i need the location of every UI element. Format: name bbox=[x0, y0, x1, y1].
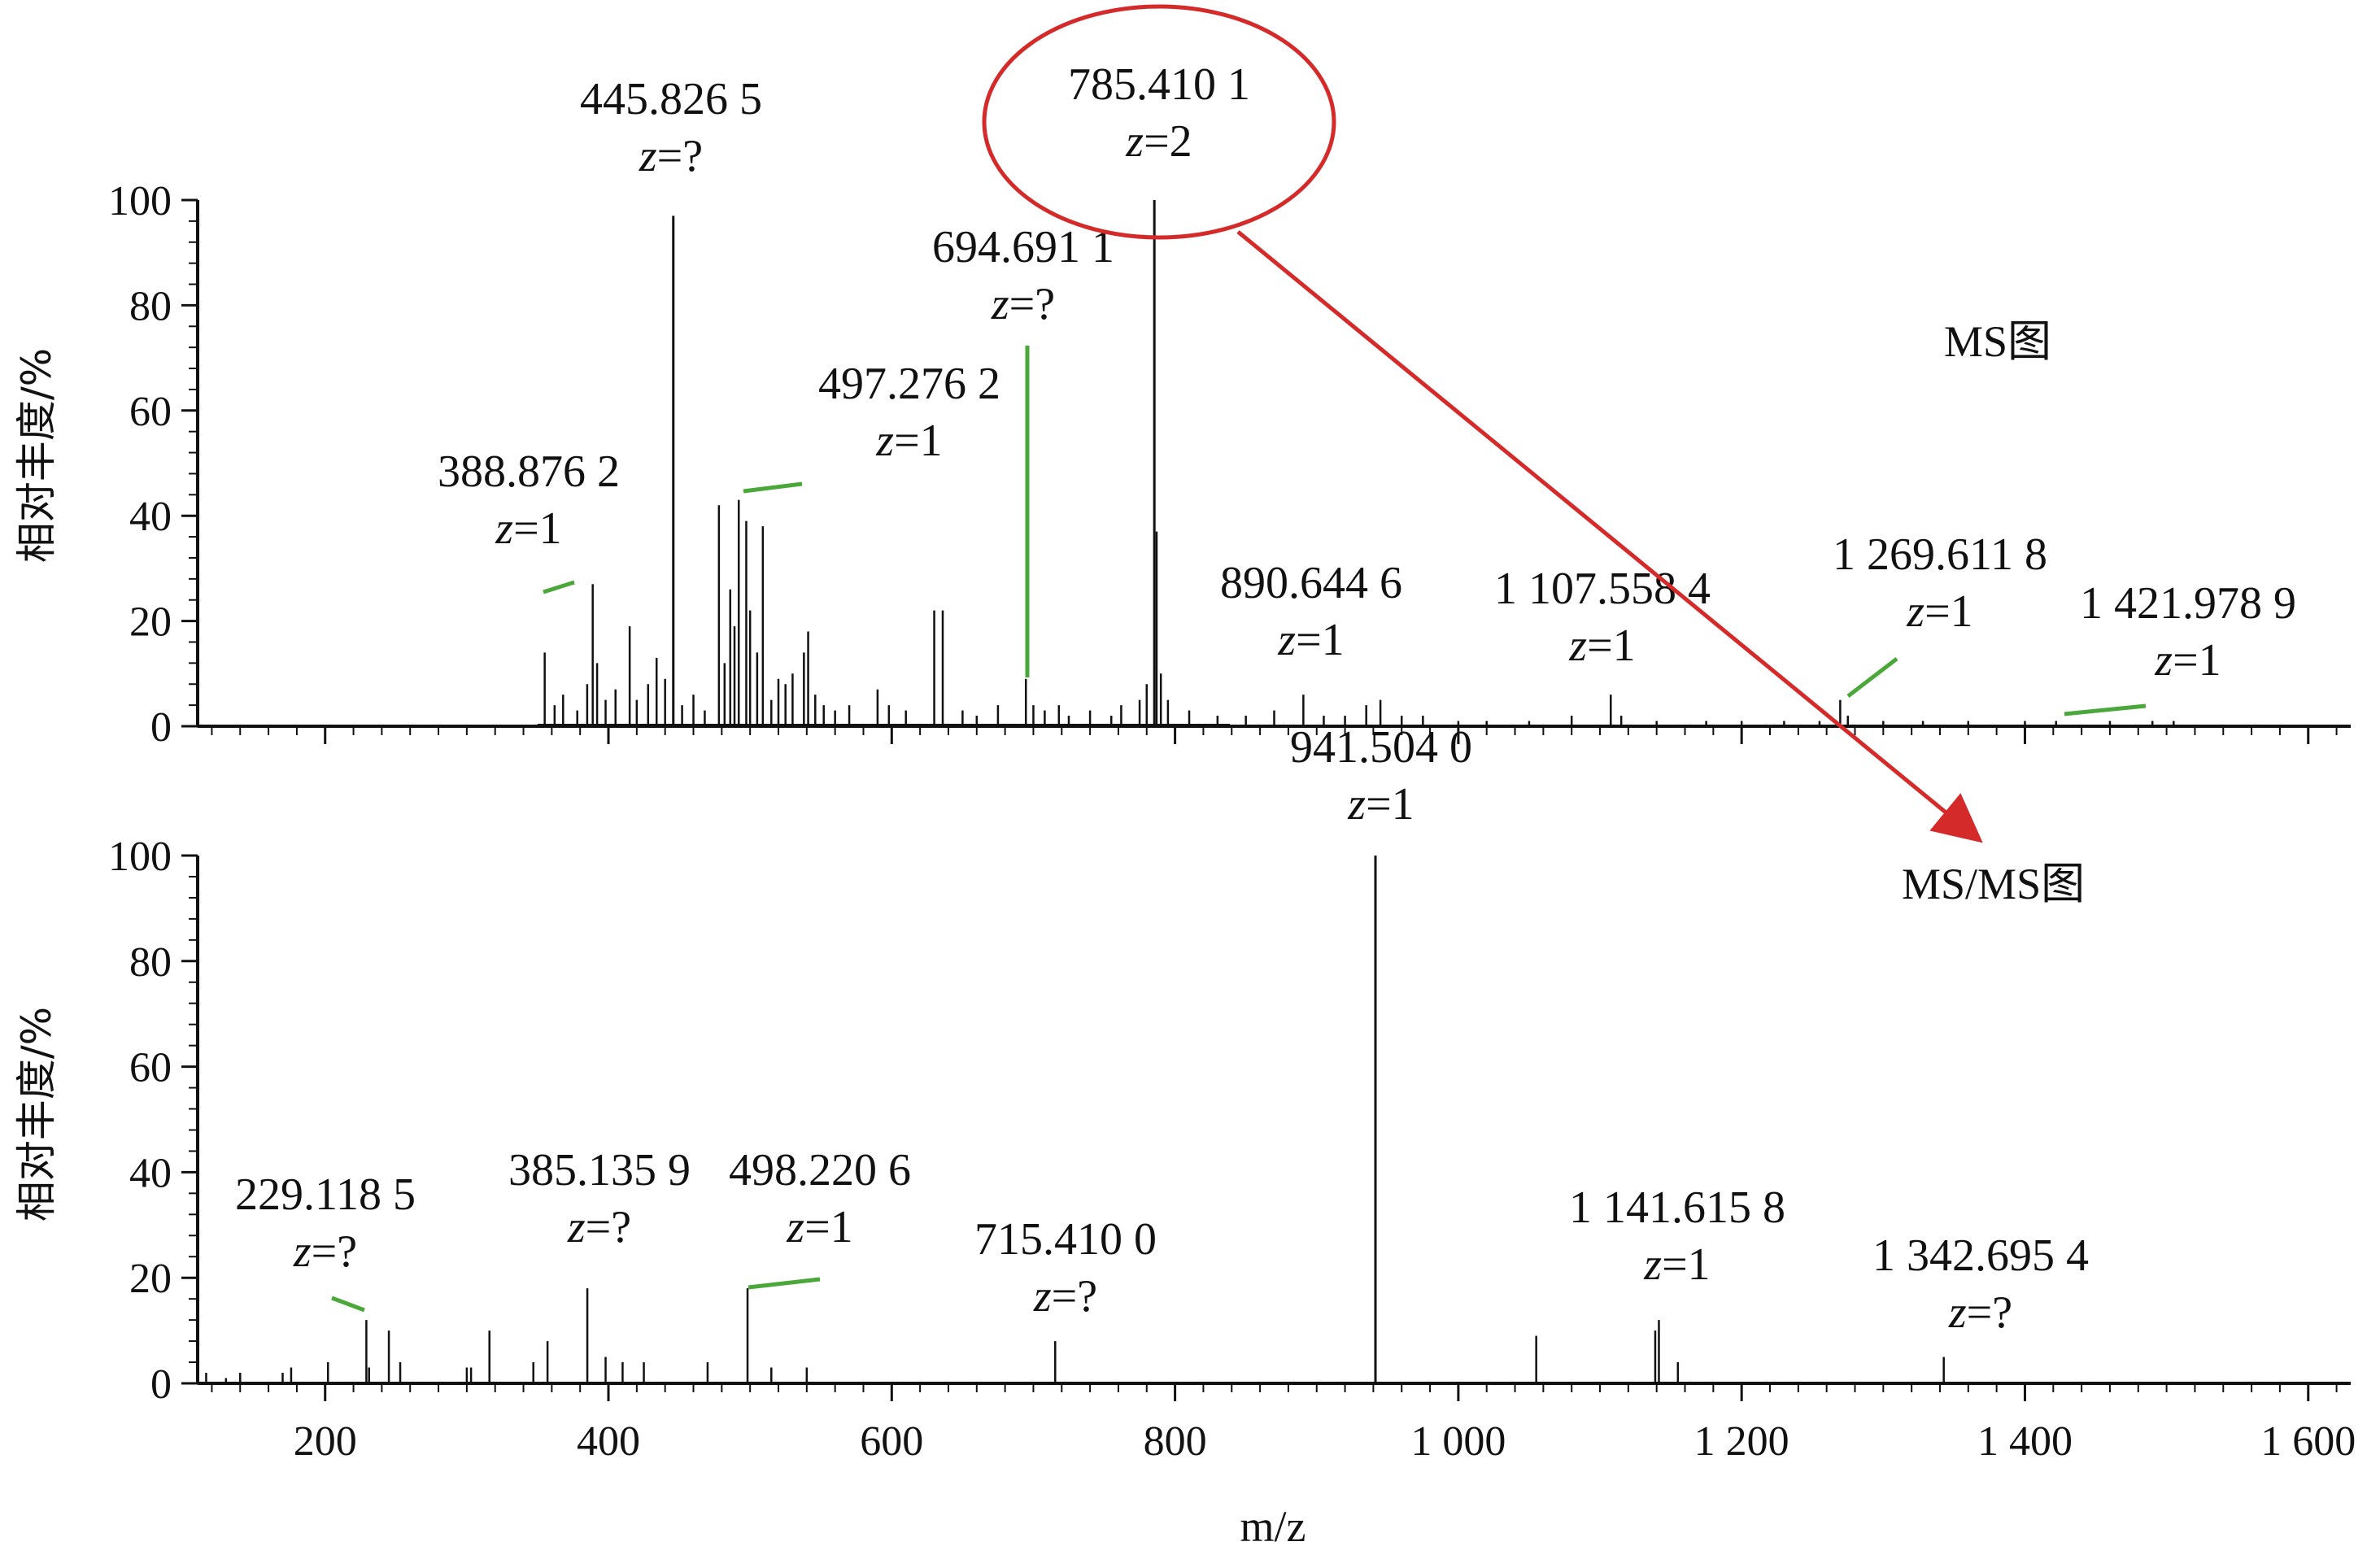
x-tick-label: 1 200 bbox=[1694, 1418, 1789, 1465]
charge-label: z=? bbox=[639, 131, 703, 181]
msms-peak-annotation: 229.118 5 z=? bbox=[235, 1169, 416, 1313]
ms-axes: 0 20 40 60 80 100 bbox=[108, 178, 2351, 751]
precursor-highlight bbox=[982, 4, 1983, 843]
msms-spectrum bbox=[205, 856, 1945, 1383]
ms-peak-annotation: 1 421.978 9 z=1 bbox=[2064, 578, 2296, 716]
x-tick-label: 1 000 bbox=[1410, 1418, 1506, 1465]
ms-panel-label: MS图 bbox=[1944, 317, 2051, 366]
charge-label: z=? bbox=[293, 1226, 357, 1277]
charge-label: z=1 bbox=[875, 416, 942, 466]
ms-panel: 0 20 40 60 80 100 388.876 2 z=1 445.826 5 z=? 497… bbox=[13, 59, 2351, 751]
charge-label: z=1 bbox=[1568, 621, 1635, 671]
ms-peak-annotation: 694.691 1 z=? bbox=[932, 222, 1114, 677]
charge-label: z=1 bbox=[495, 503, 561, 554]
precursor-ellipse bbox=[982, 4, 1336, 240]
msms-peak-annotation: 1 342.695 4 z=? bbox=[1872, 1230, 2089, 1338]
msms-peak-annotation: 498.220 6 z=1 bbox=[729, 1145, 911, 1290]
x-tick-label: 1 400 bbox=[1977, 1418, 2073, 1465]
msms-peak-annotation: 385.135 9 z=? bbox=[508, 1145, 691, 1252]
ms-peak-annotation: 445.826 5 z=? bbox=[580, 74, 762, 181]
charge-label: z=1 bbox=[1643, 1239, 1710, 1290]
x-tick-label: 1 600 bbox=[2260, 1418, 2356, 1465]
msms-peak-annotation: 941.504 0 z=1 bbox=[1290, 722, 1472, 830]
msms-panel: 0 20 40 60 80 100 200 400 600 800 1 000 1 200 1 400 1… bbox=[13, 722, 2356, 1551]
ms-y-tick-label: 60 bbox=[129, 389, 172, 435]
peak-mz-label: 385.135 9 bbox=[508, 1145, 691, 1195]
ms-spectrum bbox=[537, 200, 2175, 726]
leader-line bbox=[748, 1277, 821, 1290]
charge-label: z=? bbox=[991, 279, 1055, 329]
precursor-arrow bbox=[1236, 230, 1983, 843]
peak-mz-label: 498.220 6 bbox=[729, 1145, 911, 1195]
leader-line bbox=[1846, 657, 1898, 698]
ms-y-tick-label: 80 bbox=[129, 283, 172, 329]
peak-mz-label: 1 342.695 4 bbox=[1872, 1230, 2089, 1281]
msms-panel-label: MS/MS图 bbox=[1902, 860, 2085, 908]
msms-y-axis-label: 相对丰度/% bbox=[13, 1007, 60, 1222]
peak-mz-label: 785.410 1 bbox=[1068, 59, 1250, 110]
charge-label: z=2 bbox=[1125, 116, 1192, 167]
ms-peak-annotation: 388.876 2 z=1 bbox=[438, 446, 620, 594]
x-axis-label: m/z bbox=[1240, 1502, 1306, 1551]
x-tick-label: 200 bbox=[294, 1418, 357, 1465]
leader-line bbox=[543, 580, 575, 594]
ms-y-tick-label: 20 bbox=[129, 599, 172, 646]
x-tick-label: 400 bbox=[577, 1418, 640, 1465]
leader-line bbox=[331, 1296, 365, 1313]
msms-peak-annotation: 1 141.615 8 z=1 bbox=[1569, 1182, 1785, 1290]
msms-y-tick-label: 100 bbox=[108, 834, 172, 880]
msms-y-tick-label: 0 bbox=[150, 1361, 172, 1408]
peak-mz-label: 1 269.611 8 bbox=[1833, 529, 2047, 580]
ms-peak-annotation: 1 107.558 4 z=1 bbox=[1494, 564, 1711, 671]
charge-label: z=? bbox=[1033, 1271, 1097, 1322]
leader-line bbox=[743, 481, 803, 494]
charge-label: z=1 bbox=[1277, 615, 1344, 665]
charge-label: z=? bbox=[567, 1202, 631, 1252]
ms-y-tick-label: 0 bbox=[150, 704, 172, 751]
x-tick-label: 800 bbox=[1144, 1418, 1207, 1465]
ms-y-tick-label: 40 bbox=[129, 494, 172, 540]
charge-label: z=? bbox=[1948, 1287, 2012, 1338]
x-tick-label: 600 bbox=[860, 1418, 923, 1465]
charge-label: z=1 bbox=[2154, 635, 2221, 686]
peak-mz-label: 1 107.558 4 bbox=[1494, 564, 1711, 614]
charge-label: z=1 bbox=[1347, 779, 1414, 830]
msms-axes: 0 20 40 60 80 100 200 400 600 800 1 000 1 200 1 400 1… bbox=[108, 834, 2356, 1465]
peak-mz-label: 694.691 1 bbox=[932, 222, 1114, 272]
charge-label: z=1 bbox=[786, 1202, 852, 1252]
ms-peak-annotation: 890.644 6 z=1 bbox=[1220, 558, 1402, 665]
charge-label: z=1 bbox=[1906, 586, 1972, 637]
msms-annotations: 229.118 5 z=? 385.135 9 z=? 498.220 6 z=1 715.… bbox=[235, 722, 2089, 1338]
ms-peak-annotation: 1 269.611 8 z=1 bbox=[1833, 529, 2047, 698]
msms-peak-annotation: 715.410 0 z=? bbox=[974, 1214, 1157, 1322]
peak-mz-label: 715.410 0 bbox=[974, 1214, 1157, 1265]
peak-mz-label: 229.118 5 bbox=[235, 1169, 416, 1220]
msms-y-tick-label: 60 bbox=[129, 1045, 172, 1091]
peak-mz-label: 1 141.615 8 bbox=[1569, 1182, 1785, 1233]
ms-peak-annotation: 497.276 2 z=1 bbox=[743, 359, 1000, 494]
peak-mz-label: 497.276 2 bbox=[818, 359, 1000, 409]
peak-mz-label: 388.876 2 bbox=[438, 446, 620, 497]
peak-mz-label: 1 421.978 9 bbox=[2080, 578, 2296, 629]
ms-y-tick-label: 100 bbox=[108, 178, 172, 224]
leader-line bbox=[2064, 703, 2147, 716]
ms-y-axis-label: 相对丰度/% bbox=[13, 348, 60, 563]
msms-y-tick-label: 80 bbox=[129, 939, 172, 986]
msms-y-tick-label: 40 bbox=[129, 1150, 172, 1196]
msms-y-tick-label: 20 bbox=[129, 1256, 172, 1302]
peak-mz-label: 890.644 6 bbox=[1220, 558, 1402, 608]
ms-peak-annotation: 785.410 1 z=2 bbox=[1068, 59, 1250, 167]
peak-mz-label: 445.826 5 bbox=[580, 74, 762, 124]
peak-mz-label: 941.504 0 bbox=[1290, 722, 1472, 773]
